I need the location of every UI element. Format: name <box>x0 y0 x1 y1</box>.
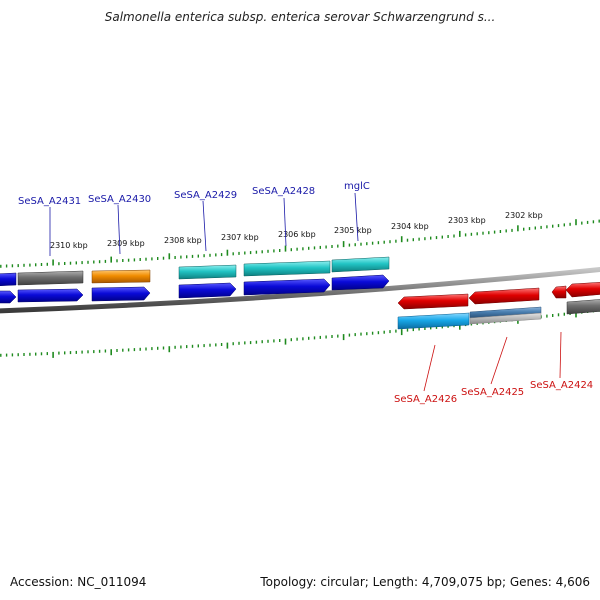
backbone-track <box>0 266 600 314</box>
accession-info: Accession: NC_011094 <box>10 575 147 589</box>
cds-arrow-forward[interactable] <box>0 290 17 304</box>
feature-track-outer-2 <box>0 256 390 287</box>
tick-label: 2307 kbp <box>221 233 259 242</box>
label-leader <box>283 197 287 247</box>
cds-arrow-forward[interactable] <box>331 274 390 291</box>
gene-label[interactable]: SeSA_A2430 <box>88 194 151 205</box>
gene-feature[interactable] <box>243 260 331 277</box>
gene-feature[interactable] <box>17 270 84 286</box>
tick-label: 2305 kbp <box>334 226 372 235</box>
gene-label[interactable]: SeSA_A2431 <box>18 196 81 207</box>
tick-label: 2310 kbp <box>50 241 88 250</box>
label-leader <box>117 204 121 255</box>
gene-feature[interactable] <box>178 264 237 280</box>
tick-label: 2308 kbp <box>164 236 202 245</box>
map-title: Salmonella enterica subsp. enterica sero… <box>104 10 496 24</box>
gene-feature[interactable] <box>0 272 17 287</box>
gene-feature[interactable] <box>91 269 151 284</box>
cds-arrow-reverse[interactable] <box>565 282 600 298</box>
label-leader <box>354 192 359 242</box>
outer-tick-ruler <box>0 219 600 268</box>
gene-feature[interactable] <box>566 299 600 315</box>
tick-labels: 2310 kbp 2309 kbp 2308 kbp 2307 kbp 2306… <box>50 211 543 250</box>
cds-arrow-forward[interactable] <box>178 282 237 299</box>
gene-feature[interactable] <box>469 312 542 325</box>
tick-label: 2302 kbp <box>505 211 543 220</box>
cds-arrow-reverse[interactable] <box>397 293 469 310</box>
tick-label: 2306 kbp <box>278 230 316 239</box>
cds-arrow-reverse[interactable] <box>551 285 567 299</box>
tick-label: 2303 kbp <box>448 216 486 225</box>
gene-labels-bottom: SeSA_A2426 SeSA_A2425 SeSA_A2424 <box>394 331 593 405</box>
gene-label[interactable]: SeSA_A2429 <box>174 190 237 201</box>
label-leader <box>490 336 508 385</box>
reverse-cds-track <box>397 282 600 310</box>
gene-label[interactable]: SeSA_A2428 <box>252 186 315 197</box>
label-leader <box>202 200 207 252</box>
tick-label: 2309 kbp <box>107 239 145 248</box>
gene-label[interactable]: SeSA_A2425 <box>461 387 524 398</box>
cds-arrow-forward[interactable] <box>17 288 84 303</box>
cds-arrow-forward[interactable] <box>243 278 331 296</box>
feature-track-inner <box>397 299 600 330</box>
tick-label: 2304 kbp <box>391 222 429 231</box>
label-leader <box>423 344 436 392</box>
gene-label[interactable]: mglC <box>344 181 370 192</box>
gene-feature[interactable] <box>397 312 470 330</box>
topology-summary: Topology: circular; Length: 4,709,075 bp… <box>260 575 590 589</box>
cds-arrow-reverse[interactable] <box>468 287 540 305</box>
cds-arrow-forward[interactable] <box>91 286 151 302</box>
gene-label[interactable]: SeSA_A2426 <box>394 394 457 405</box>
forward-cds-track <box>0 274 390 304</box>
gene-labels-top: SeSA_A2431 SeSA_A2430 SeSA_A2429 SeSA_A2… <box>18 181 370 256</box>
label-leader <box>559 331 562 379</box>
gene-feature[interactable] <box>331 256 390 273</box>
gene-label[interactable]: SeSA_A2424 <box>530 380 593 391</box>
